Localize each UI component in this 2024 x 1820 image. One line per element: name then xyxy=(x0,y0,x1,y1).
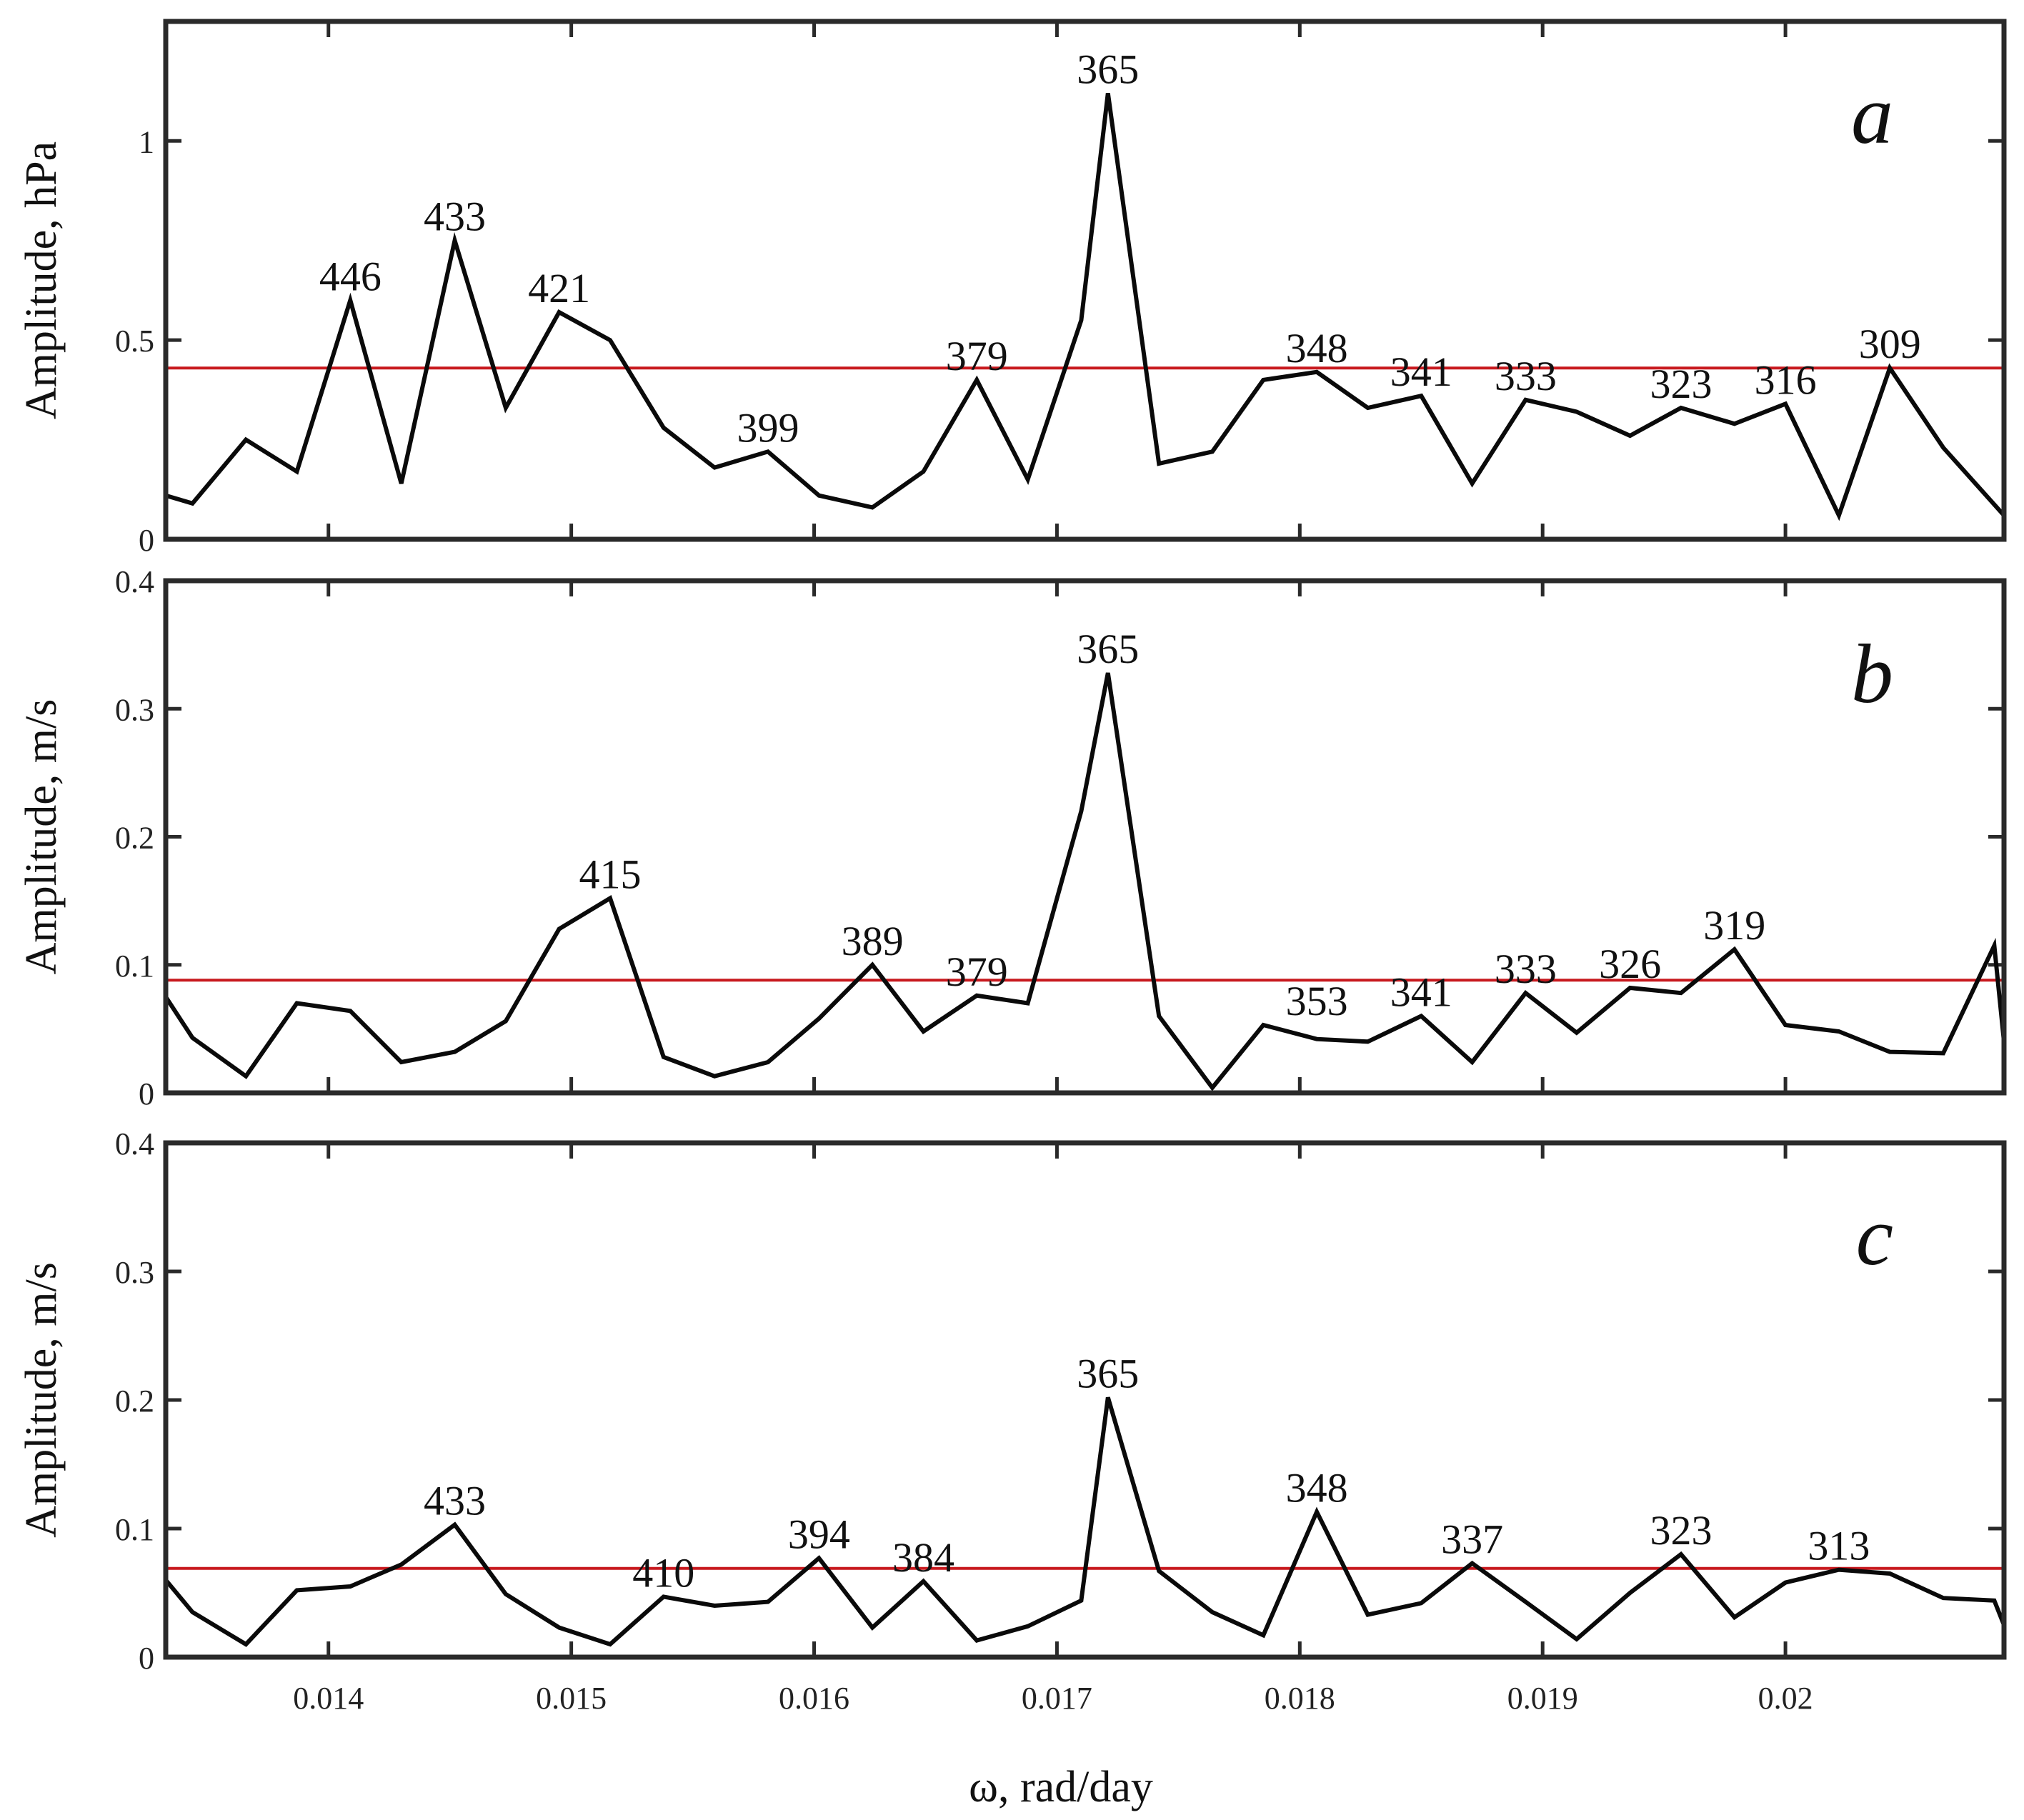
panel-b-peak-label: 341 xyxy=(1390,969,1452,1015)
panel-a-series-line xyxy=(165,92,2006,521)
panel-b-peak-label: 365 xyxy=(1077,626,1139,672)
panel-b: 0 0.1 0.2 0.3 0.4 415 389 379 365 353 341 333 326 319… xyxy=(17,564,2007,1111)
panel-a-y-axis-title: Amplitude, hPa xyxy=(17,141,66,419)
panel-a-frame xyxy=(163,19,2007,542)
panel-b-peak-label: 379 xyxy=(946,949,1008,995)
panel-a-peak-label: 446 xyxy=(319,253,382,299)
panel-c-peak-label: 323 xyxy=(1650,1507,1712,1554)
panel-b-y-tick-label: 0.1 xyxy=(115,949,154,984)
panel-a-peak-label: 379 xyxy=(946,333,1008,379)
panel-b-frame xyxy=(163,578,2007,1096)
panel-c-x-tick-label: 0.015 xyxy=(536,1681,607,1716)
panel-c-y-tick-label: 0.2 xyxy=(115,1384,154,1419)
panel-b-series-line xyxy=(164,672,2006,1091)
panel-b-peak-label: 353 xyxy=(1286,978,1348,1024)
panel-c-peak-label: 313 xyxy=(1808,1523,1870,1569)
panel-c-peak-label: 337 xyxy=(1441,1516,1503,1563)
panel-c-y-tick-label: 0.4 xyxy=(115,1126,154,1161)
panel-c-x-tick-label: 0.016 xyxy=(779,1681,849,1716)
panel-c-y-tick-label: 0.3 xyxy=(115,1255,154,1290)
panel-a-peak-label: 316 xyxy=(1755,356,1817,403)
panel-c-peak-label: 433 xyxy=(424,1478,486,1524)
panel-c-peak-label: 410 xyxy=(632,1549,694,1596)
panel-c-x-tick-label: 0.014 xyxy=(293,1681,364,1716)
panel-c: 0 0.1 0.2 0.3 0.4 0.014 0.015 0.016 0.017 0.018 0.… xyxy=(17,1126,2007,1716)
panel-b-peak-label: 415 xyxy=(579,851,642,898)
panel-c-peak-label: 394 xyxy=(788,1511,850,1557)
panel-a-peak-label: 333 xyxy=(1495,353,1557,399)
panel-b-peak-label: 333 xyxy=(1495,946,1557,992)
panel-a-y-tick-label: 1 xyxy=(139,124,154,159)
panel-a-corner-label: a xyxy=(1851,68,1893,161)
panel-b-y-tick-label: 0 xyxy=(139,1076,154,1111)
panel-b-peak-label: 319 xyxy=(1703,902,1765,949)
panel-c-x-tick-label: 0.019 xyxy=(1507,1681,1578,1716)
panel-c-series-line xyxy=(164,1396,2006,1647)
panel-c-corner-label: c xyxy=(1856,1189,1893,1283)
panel-a-peak-label: 348 xyxy=(1286,325,1348,371)
panel-b-y-tick-label: 0.3 xyxy=(115,692,154,727)
panel-a-y-tick-label: 0 xyxy=(139,523,154,558)
panel-c-frame xyxy=(163,1140,2007,1660)
panel-a-peak-label: 421 xyxy=(528,265,590,311)
panel-c-peak-label: 384 xyxy=(892,1534,954,1581)
panel-a-peak-label: 365 xyxy=(1077,46,1139,92)
panel-a: 0 0.5 1 446 433 421 399 379 365 348 341 333 323 316 30… xyxy=(17,19,2007,558)
panel-a-peak-label: 323 xyxy=(1650,361,1712,407)
panel-c-y-tick-label: 0.1 xyxy=(115,1512,154,1547)
panel-b-y-axis-title: Amplitude, m/s xyxy=(17,699,66,975)
panel-b-peak-label: 389 xyxy=(842,918,904,964)
panel-b-corner-label: b xyxy=(1851,627,1893,721)
panel-c-y-axis-title: Amplitude, m/s xyxy=(17,1262,66,1538)
panel-a-y-tick-label: 0.5 xyxy=(115,324,154,359)
panel-b-y-tick-label: 0.2 xyxy=(115,821,154,856)
x-axis-title: ω, rad/day xyxy=(969,1763,1153,1811)
panel-a-peak-label: 399 xyxy=(737,404,799,451)
panel-c-x-tick-label: 0.017 xyxy=(1022,1681,1092,1716)
panel-c-peak-label: 348 xyxy=(1286,1465,1348,1511)
panel-b-peak-label: 326 xyxy=(1599,941,1661,987)
panel-c-y-tick-label: 0 xyxy=(139,1641,154,1676)
panel-b-y-tick-label: 0.4 xyxy=(115,564,154,599)
panel-c-peak-label: 365 xyxy=(1077,1350,1139,1396)
panel-a-peak-label: 433 xyxy=(424,194,486,240)
panel-a-peak-label: 309 xyxy=(1859,321,1921,367)
panel-c-x-tick-label: 0.02 xyxy=(1758,1681,1813,1716)
panel-c-x-tick-label: 0.018 xyxy=(1265,1681,1335,1716)
panel-a-peak-label: 341 xyxy=(1390,349,1452,395)
